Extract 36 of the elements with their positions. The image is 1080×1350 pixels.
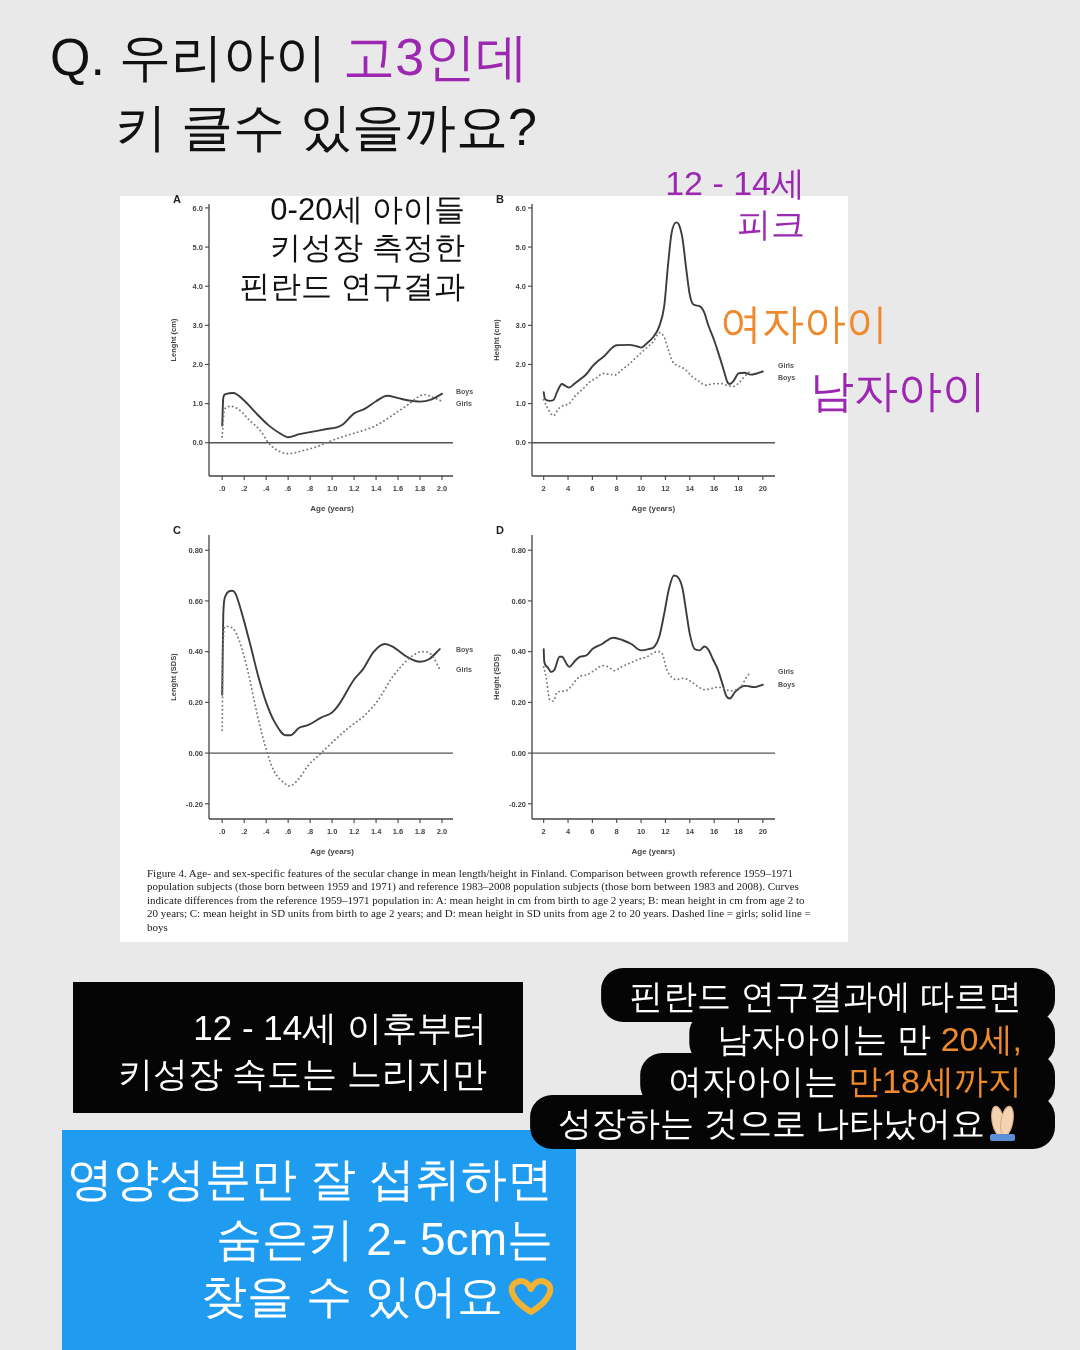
text: 영양성분만 잘 섭취하면	[67, 1153, 553, 1205]
text: 20세,	[940, 1020, 1022, 1058]
text: 숨은키 2- 5cm는	[215, 1213, 553, 1265]
text: 키성장 속도는 느리지만	[117, 1054, 487, 1093]
x-axis-title: Age (years)	[631, 847, 676, 856]
line-series	[221, 625, 441, 787]
text: 고3인데	[343, 28, 529, 86]
line-series	[221, 393, 443, 455]
line-series	[221, 589, 441, 737]
chart-title: C	[173, 524, 181, 536]
annotation: 키성장 측정한	[270, 230, 465, 265]
caption: Figure 4. Age- and sex-specific features of the secular change in mean length/height in Finland. Comparison between growth reference 1959–1971 population subjects (those born between 1959 and 1971) and reference 1983–2008 population subjects (those born between 1983 and 2008). Curves indicate differences from the reference 1959–1971 population in: A: mean height in cm from birth to age 2 years; B: mean height in cm from age 2 to 20 years; C: mean height in SD units from birth to age 2 years; and D: mean height in SD units from age 2 to 20 years. Dashed line = girls; solid line = boys	[147, 867, 814, 933]
annotation: 여자아이	[720, 300, 888, 347]
chart-title: A	[173, 193, 181, 205]
text: 만18세까지	[848, 1062, 1023, 1100]
x-axis-title: Age (years)	[631, 504, 676, 513]
annotation: 0-20세 아이들	[270, 192, 465, 227]
chart-title: D	[496, 524, 504, 536]
text: 남자아이	[810, 366, 986, 415]
line-series	[542, 574, 764, 700]
x-axis-title: Age (years)	[310, 504, 355, 513]
annotation: 피크	[737, 205, 805, 243]
text: 여자아이는	[668, 1062, 839, 1100]
text: 성장하는 것으로 나타났어요	[558, 1104, 986, 1142]
text: 남자아이는 만	[717, 1020, 931, 1058]
line-series	[542, 650, 752, 703]
text: 12 - 14세	[665, 164, 805, 202]
text: Q. 우리아이	[50, 28, 328, 86]
text: 12 - 14세 이후부터	[193, 1008, 487, 1047]
text: 키 클수 있을까요?	[115, 98, 537, 156]
line-series	[221, 392, 443, 439]
text: 핀란드 연구결과에 따르면	[629, 977, 1023, 1015]
chart-title: B	[496, 193, 504, 205]
annotation: 핀란드 연구결과	[239, 269, 465, 304]
x-axis-title: Age (years)	[310, 847, 355, 856]
text: 찾을 수 있어요	[201, 1270, 503, 1322]
